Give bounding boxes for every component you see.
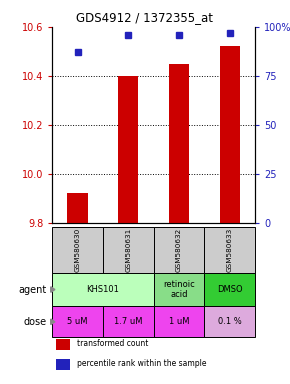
Bar [220,46,240,223]
Bar [154,306,204,337]
Bar [103,306,154,337]
Text: GDS4912 / 1372355_at: GDS4912 / 1372355_at [77,11,213,24]
Text: 0.1 %: 0.1 % [218,317,242,326]
Text: KHS101: KHS101 [86,285,119,294]
Bar [204,273,255,306]
Bar [52,273,154,306]
Text: GSM580633: GSM580633 [227,227,233,272]
Bar [154,273,204,306]
Bar [204,306,255,337]
Bar [118,76,139,223]
Bar [56,339,70,350]
Text: dose: dose [23,317,46,327]
Text: percentile rank within the sample: percentile rank within the sample [77,359,206,368]
Text: DMSO: DMSO [217,285,243,294]
Bar [169,64,189,223]
Bar [67,193,88,223]
Bar [204,227,255,273]
Bar [52,306,103,337]
Text: 1 uM: 1 uM [169,317,189,326]
Text: transformed count: transformed count [77,339,148,348]
Text: 1.7 uM: 1.7 uM [114,317,143,326]
Text: 5 uM: 5 uM [67,317,88,326]
Text: GSM580630: GSM580630 [75,227,81,272]
Text: retinoic
acid: retinoic acid [163,280,195,299]
Text: agent: agent [18,285,46,295]
Polygon shape [51,319,55,324]
Bar [52,227,103,273]
Polygon shape [51,287,55,292]
Bar [56,359,70,370]
Text: GSM580631: GSM580631 [125,227,131,272]
Text: GSM580632: GSM580632 [176,227,182,272]
Bar [154,227,204,273]
Bar [103,227,154,273]
